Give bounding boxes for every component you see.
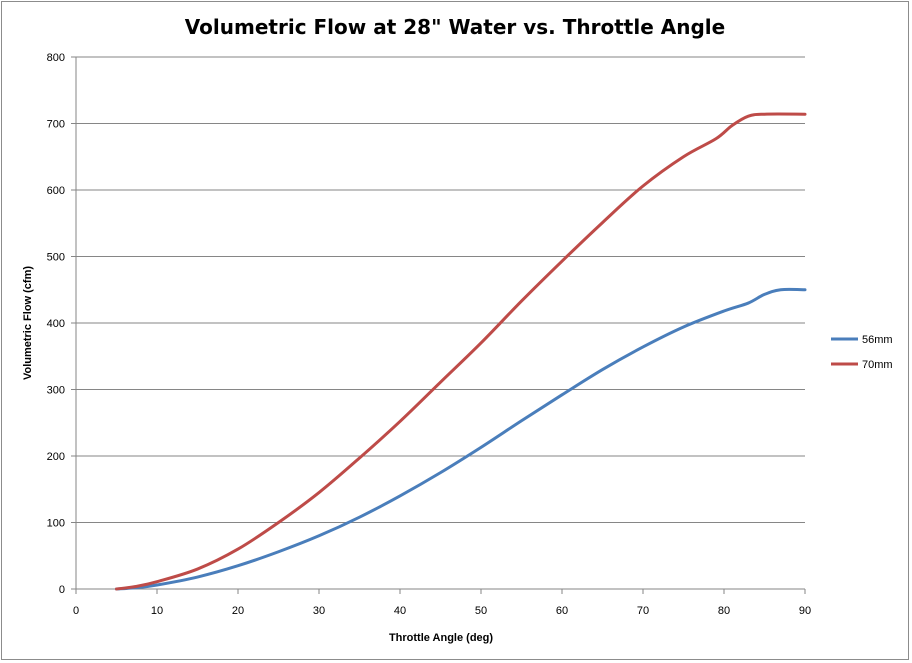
y-tick-label: 300: [47, 385, 65, 397]
legend-label-70mm: 70mm: [862, 359, 893, 371]
x-axis-title: Throttle Angle (deg): [389, 632, 493, 644]
x-tick-label: 70: [637, 605, 649, 617]
x-tick-label: 30: [313, 605, 325, 617]
y-tick-label: 700: [47, 119, 65, 131]
y-tick-label: 0: [59, 584, 65, 596]
y-tick-label: 100: [47, 518, 65, 530]
x-tick-label: 0: [73, 605, 79, 617]
x-tick-label: 90: [799, 605, 811, 617]
chart-title: Volumetric Flow at 28" Water vs. Throttl…: [185, 15, 725, 39]
y-tick-label: 800: [47, 52, 65, 64]
x-tick-label: 40: [394, 605, 406, 617]
y-tick-labels: 0 100 200 300 400 500 600 700 800: [47, 52, 65, 596]
x-tick-label: 60: [556, 605, 568, 617]
series-line-70mm: [115, 112, 807, 591]
series-line-56mm: [115, 287, 807, 591]
y-axis-title: Volumetric Flow (cfm): [22, 266, 34, 380]
y-tick-label: 500: [47, 252, 65, 264]
x-tick-label: 10: [151, 605, 163, 617]
y-tick-label: 600: [47, 185, 65, 197]
legend-label-56mm: 56mm: [862, 334, 893, 346]
series-lines: [115, 112, 807, 591]
gridlines: [71, 56, 805, 590]
y-tick-label: 200: [47, 451, 65, 463]
legend: 56mm 70mm: [831, 334, 893, 371]
x-tick-label: 50: [475, 605, 487, 617]
x-tick-labels: 0 10 20 30 40 50 60 70 80 90: [73, 605, 811, 617]
y-tick-label: 400: [47, 318, 65, 330]
axes: [75, 57, 806, 594]
x-tick-label: 20: [232, 605, 244, 617]
x-tick-label: 80: [718, 605, 730, 617]
